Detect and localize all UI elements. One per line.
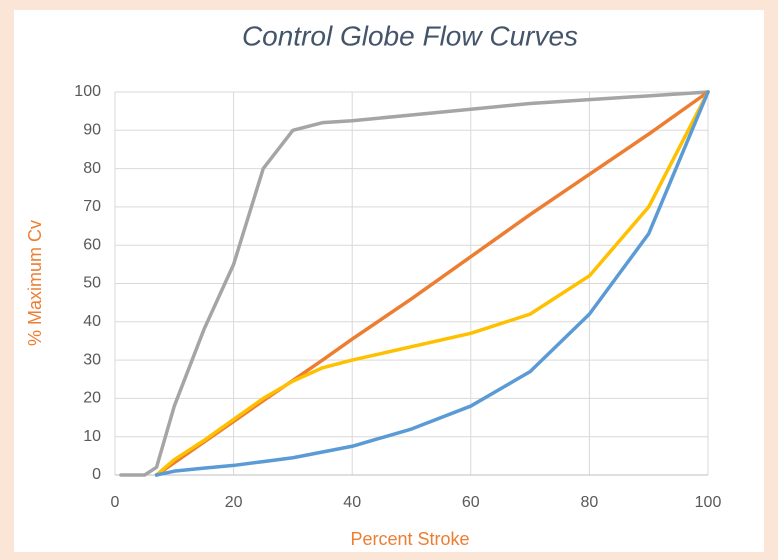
x-tick-label: 60 <box>462 494 480 511</box>
chart: Control Globe Flow Curves Percent Stroke… <box>0 0 778 560</box>
x-tick-label: 100 <box>695 494 722 511</box>
chart-title: Control Globe Flow Curves <box>242 20 578 51</box>
y-tick-label: 80 <box>83 160 101 177</box>
y-tick-label: 40 <box>83 313 101 330</box>
y-tick-label: 60 <box>83 236 101 253</box>
y-tick-label: 50 <box>83 275 101 292</box>
x-tick-label: 0 <box>111 494 120 511</box>
y-tick-label: 30 <box>83 351 101 368</box>
x-axis-label: Percent Stroke <box>350 529 469 549</box>
y-axis-label: % Maximum Cv <box>25 220 45 346</box>
x-tick-label: 20 <box>225 494 243 511</box>
chart-panel <box>14 10 764 552</box>
y-tick-label: 20 <box>83 390 101 407</box>
x-tick-label: 40 <box>343 494 361 511</box>
y-tick-label: 100 <box>74 83 101 100</box>
y-tick-label: 90 <box>83 122 101 139</box>
x-tick-label: 80 <box>581 494 599 511</box>
y-tick-label: 70 <box>83 198 101 215</box>
y-tick-label: 0 <box>92 466 101 483</box>
y-tick-label: 10 <box>83 428 101 445</box>
